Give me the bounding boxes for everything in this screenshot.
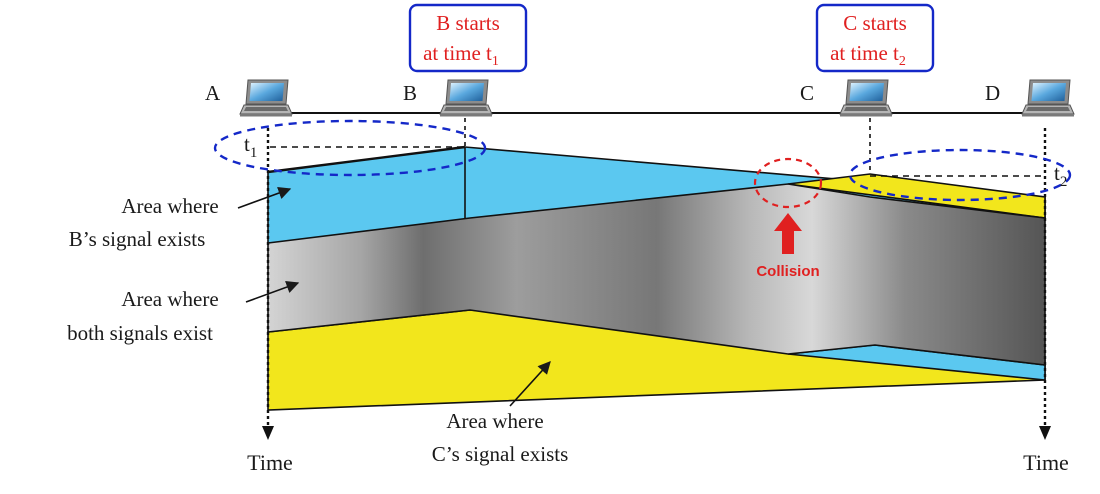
- b-start-callout-line1: B starts: [436, 11, 500, 35]
- both-signals-area-label-line2: both signals exist: [67, 321, 213, 345]
- up-arrow-icon: [774, 213, 802, 254]
- collision-label: Collision: [756, 263, 819, 280]
- b-signal-area-label-line1: Area where: [121, 194, 218, 218]
- c-start-callout-line1: C starts: [843, 11, 907, 35]
- t1-label: t1: [244, 132, 257, 161]
- station-label-a: A: [205, 81, 221, 105]
- time-axis-d-arrow: [1039, 426, 1051, 440]
- c-signal-pointer: [509, 361, 551, 407]
- laptop-icon: [839, 79, 893, 117]
- b-start-callout-line2: at time t1: [423, 41, 499, 69]
- station-label-c: C: [800, 81, 814, 105]
- laptop-icon: [1021, 79, 1075, 117]
- collision-point-ellipse: [753, 157, 823, 209]
- t2-highlight-ellipse: [848, 148, 1072, 202]
- b-signal-area-label-line2: B’s signal exists: [69, 227, 206, 251]
- t1-highlight-ellipse: [213, 119, 487, 177]
- laptop-icon: [239, 79, 293, 117]
- time-axis-a-arrow: [262, 426, 274, 440]
- station-label-d: D: [985, 81, 1000, 105]
- t2-label: t2: [1054, 161, 1067, 190]
- laptop-icon: [439, 79, 493, 117]
- b-start-callout-box: [408, 3, 528, 73]
- b-signal-pointer: [237, 186, 292, 209]
- c-start-callout-box: [815, 3, 935, 73]
- both-signals-area-label-line1: Area where: [121, 287, 218, 311]
- c-signal-area-label-line1: Area where: [446, 409, 543, 433]
- both-signals-pointer: [245, 280, 300, 303]
- c-signal-area-label-line2: C’s signal exists: [432, 442, 569, 466]
- b-start-edge: [267, 145, 466, 174]
- time-label-left: Time: [247, 450, 293, 475]
- time-label-right: Time: [1023, 450, 1069, 475]
- station-label-b: B: [403, 81, 417, 105]
- c-start-callout-line2: at time t2: [830, 41, 906, 69]
